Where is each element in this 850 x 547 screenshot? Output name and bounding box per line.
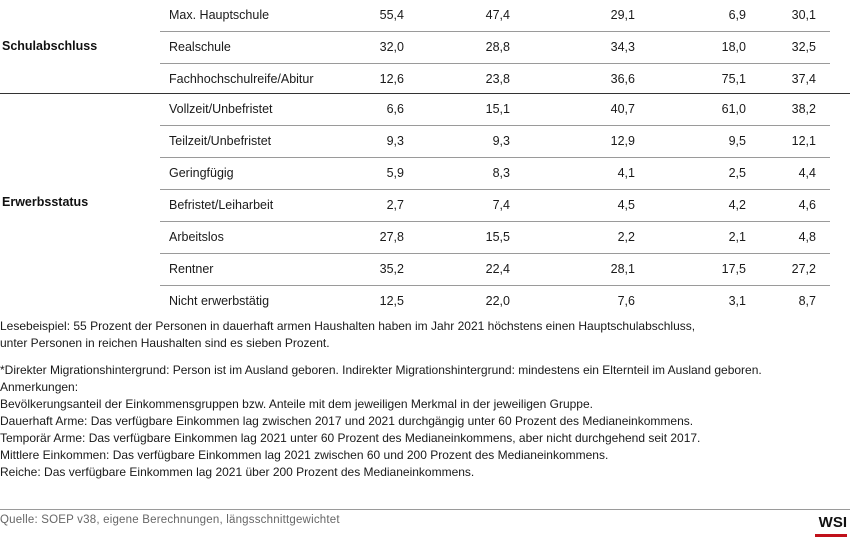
value-cell: 9,3 — [492, 134, 510, 148]
group-label: Erwerbsstatus — [2, 195, 89, 209]
value-cell: 6,6 — [386, 102, 404, 116]
value-cell: 18,0 — [721, 40, 746, 54]
value-cell: 7,4 — [492, 198, 510, 212]
value-cell: 37,4 — [791, 72, 816, 86]
value-cell: 32,0 — [379, 40, 404, 54]
value-cell: 4,1 — [617, 166, 635, 180]
value-cell: 27,8 — [379, 230, 404, 244]
value-cell: 6,9 — [728, 8, 746, 22]
value-cell: 34,3 — [610, 40, 635, 54]
value-cell: 4,5 — [617, 198, 635, 212]
group-schulabschluss: Schulabschluss Max. Hauptschule 55,4 47,… — [0, 0, 850, 93]
value-cell: 12,1 — [791, 134, 816, 148]
value-cell: 38,2 — [791, 102, 816, 116]
row-category: Vollzeit/Unbefristet — [169, 102, 273, 116]
value-cell: 9,5 — [728, 134, 746, 148]
value-cell: 17,5 — [721, 262, 746, 276]
value-cell: 30,1 — [791, 8, 816, 22]
value-cell: 28,1 — [610, 262, 635, 276]
data-table: Schulabschluss Max. Hauptschule 55,4 47,… — [0, 0, 850, 317]
value-cell: 4,6 — [798, 198, 816, 212]
migration-footnote: *Direkter Migrationshintergrund: Person … — [0, 363, 762, 377]
value-cell: 47,4 — [485, 8, 510, 22]
remark-line: Dauerhaft Arme: Das verfügbare Einkommen… — [0, 414, 694, 428]
row-category: Arbeitslos — [169, 230, 224, 244]
value-cell: 2,2 — [617, 230, 635, 244]
table-row: Geringfügig 5,9 8,3 4,1 2,5 4,4 — [160, 157, 830, 189]
value-cell: 4,8 — [798, 230, 816, 244]
value-cell: 4,4 — [798, 166, 816, 180]
table-row: Realschule 32,0 28,8 34,3 18,0 32,5 — [160, 31, 830, 63]
table-row: Vollzeit/Unbefristet 6,6 15,1 40,7 61,0 … — [160, 94, 830, 125]
row-category: Realschule — [169, 40, 231, 54]
reading-example-line: unter Personen in reichen Haushalten sin… — [0, 336, 330, 350]
value-cell: 15,1 — [485, 102, 510, 116]
value-cell: 28,8 — [485, 40, 510, 54]
value-cell: 9,3 — [386, 134, 404, 148]
value-cell: 55,4 — [379, 8, 404, 22]
row-category: Rentner — [169, 262, 214, 276]
value-cell: 3,1 — [728, 294, 746, 308]
value-cell: 2,5 — [728, 166, 746, 180]
table-row: Rentner 35,2 22,4 28,1 17,5 27,2 — [160, 253, 830, 285]
value-cell: 29,1 — [610, 8, 635, 22]
row-category: Teilzeit/Unbefristet — [169, 134, 272, 148]
table-row: Teilzeit/Unbefristet 9,3 9,3 12,9 9,5 12… — [160, 125, 830, 157]
value-cell: 8,3 — [492, 166, 510, 180]
wsi-logo: WSI — [818, 514, 847, 531]
remark-line: Bevölkerungsanteil der Einkommensgruppen… — [0, 397, 593, 411]
table-row: Arbeitslos 27,8 15,5 2,2 2,1 4,8 — [160, 221, 830, 253]
row-category: Max. Hauptschule — [169, 8, 270, 22]
value-cell: 40,7 — [610, 102, 635, 116]
row-category: Fachhochschulreife/Abitur — [169, 72, 314, 86]
value-cell: 75,1 — [721, 72, 746, 86]
table-row: Befristet/Leiharbeit 2,7 7,4 4,5 4,2 4,6 — [160, 189, 830, 221]
table-row: Fachhochschulreife/Abitur 12,6 23,8 36,6… — [160, 63, 830, 95]
value-cell: 2,1 — [728, 230, 746, 244]
value-cell: 32,5 — [791, 40, 816, 54]
value-cell: 22,0 — [485, 294, 510, 308]
value-cell: 23,8 — [485, 72, 510, 86]
table-row: Max. Hauptschule 55,4 47,4 29,1 6,9 30,1 — [160, 0, 830, 31]
value-cell: 27,2 — [791, 262, 816, 276]
remarks-heading: Anmerkungen: — [0, 380, 79, 394]
remark-line: Reiche: Das verfügbare Einkommen lag 202… — [0, 465, 475, 479]
remark-line: Mittlere Einkommen: Das verfügbare Einko… — [0, 448, 609, 462]
row-category: Befristet/Leiharbeit — [169, 198, 274, 212]
value-cell: 4,2 — [728, 198, 746, 212]
value-cell: 22,4 — [485, 262, 510, 276]
value-cell: 12,5 — [379, 294, 404, 308]
footer-divider — [0, 509, 850, 510]
value-cell: 7,6 — [617, 294, 635, 308]
table-row: Nicht erwerbstätig 12,5 22,0 7,6 3,1 8,7 — [160, 285, 830, 317]
row-category: Geringfügig — [169, 166, 234, 180]
value-cell: 35,2 — [379, 262, 404, 276]
wsi-logo-underline — [815, 534, 847, 537]
reading-example-line: Lesebeispiel: 55 Prozent der Personen in… — [0, 319, 696, 333]
value-cell: 5,9 — [386, 166, 404, 180]
notes-section: Lesebeispiel: 55 Prozent der Personen in… — [0, 318, 850, 481]
value-cell: 61,0 — [721, 102, 746, 116]
value-cell: 12,6 — [379, 72, 404, 86]
value-cell: 15,5 — [485, 230, 510, 244]
source-note: Quelle: SOEP v38, eigene Berechnungen, l… — [0, 514, 340, 526]
value-cell: 8,7 — [798, 294, 816, 308]
value-cell: 36,6 — [610, 72, 635, 86]
remark-line: Temporär Arme: Das verfügbare Einkommen … — [0, 431, 701, 445]
group-erwerbsstatus: Erwerbsstatus Vollzeit/Unbefristet 6,6 1… — [0, 93, 850, 317]
row-category: Nicht erwerbstätig — [169, 294, 270, 308]
value-cell: 12,9 — [610, 134, 635, 148]
value-cell: 2,7 — [386, 198, 404, 212]
group-label: Schulabschluss — [2, 39, 98, 53]
